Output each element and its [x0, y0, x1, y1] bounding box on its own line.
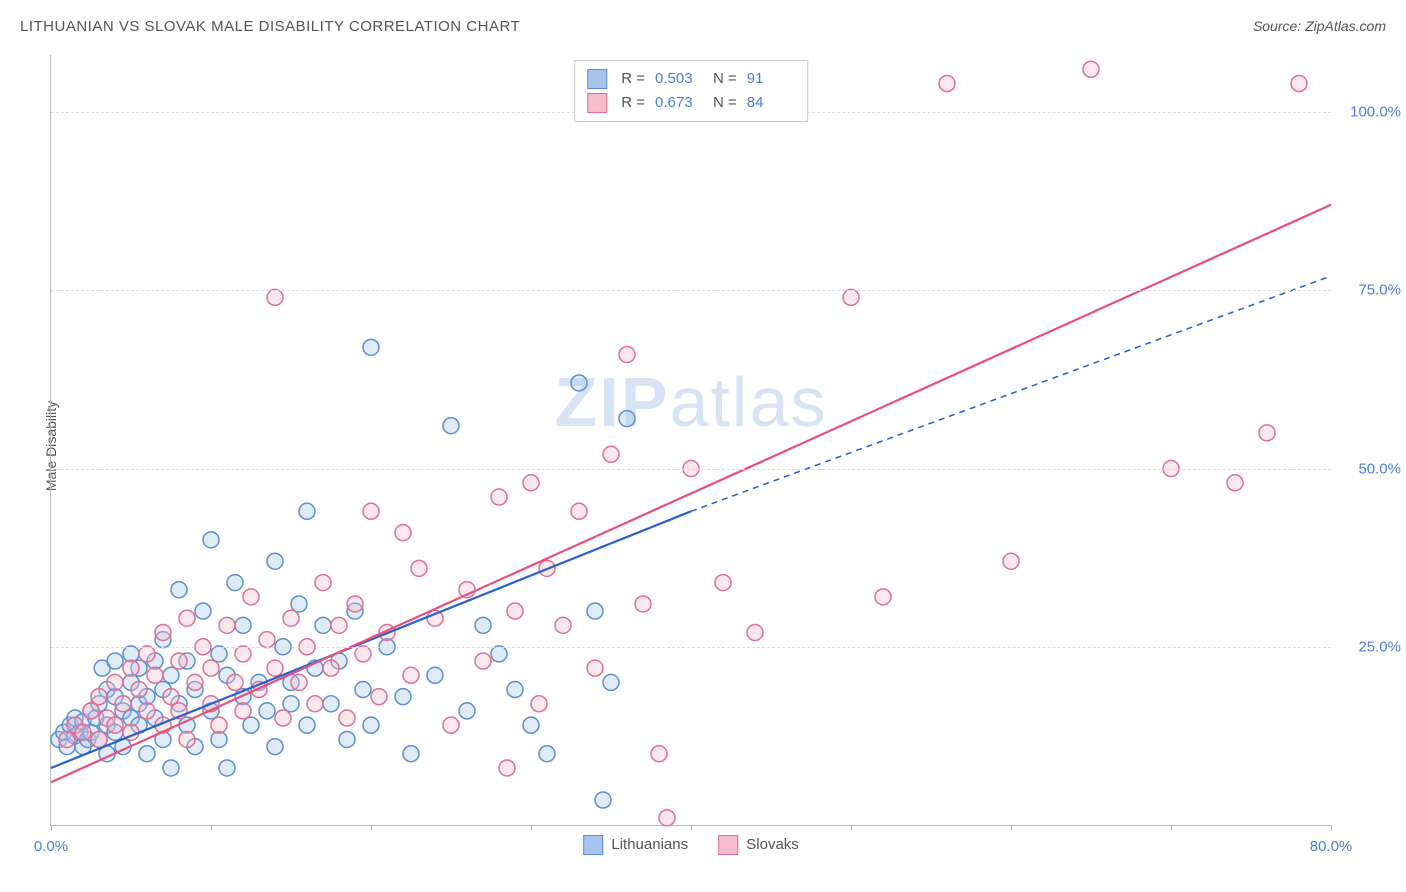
gridline	[51, 469, 1331, 470]
r-value-lithuanians: 0.503	[655, 67, 703, 91]
legend-item-slovaks: Slovaks	[718, 835, 799, 855]
n-label: N =	[713, 67, 737, 91]
x-tick	[531, 825, 532, 831]
n-value-lithuanians: 91	[747, 67, 795, 91]
swatch-slovaks	[587, 93, 607, 113]
x-tick	[1331, 825, 1332, 831]
x-tick	[1011, 825, 1012, 831]
r-value-slovaks: 0.673	[655, 91, 703, 115]
swatch-lithuanians	[587, 69, 607, 89]
y-tick-label: 100.0%	[1341, 104, 1401, 121]
source-name: ZipAtlas.com	[1305, 18, 1386, 34]
r-label: R =	[621, 67, 645, 91]
source-attribution: Source: ZipAtlas.com	[1253, 18, 1386, 34]
legend-label-slovaks: Slovaks	[746, 836, 799, 853]
x-tick-label: 0.0%	[34, 838, 68, 855]
y-tick-label: 75.0%	[1341, 282, 1401, 299]
y-tick-label: 50.0%	[1341, 460, 1401, 477]
swatch-lithuanians-icon	[583, 835, 603, 855]
x-tick	[371, 825, 372, 831]
x-tick	[691, 825, 692, 831]
r-label: R =	[621, 91, 645, 115]
plot-area: ZIPatlas R = 0.503 N = 91 R = 0.673 N = …	[50, 55, 1331, 826]
n-value-slovaks: 84	[747, 91, 795, 115]
gridline	[51, 290, 1331, 291]
x-tick	[1171, 825, 1172, 831]
x-tick-label: 80.0%	[1310, 838, 1353, 855]
x-tick	[851, 825, 852, 831]
n-label: N =	[713, 91, 737, 115]
series-legend: Lithuanians Slovaks	[583, 835, 799, 855]
source-label: Source:	[1253, 18, 1305, 34]
chart-title: LITHUANIAN VS SLOVAK MALE DISABILITY COR…	[20, 18, 520, 35]
legend-row-slovaks: R = 0.673 N = 84	[587, 91, 795, 115]
y-tick-label: 25.0%	[1341, 638, 1401, 655]
legend-item-lithuanians: Lithuanians	[583, 835, 688, 855]
x-tick	[211, 825, 212, 831]
gridline	[51, 647, 1331, 648]
swatch-slovaks-icon	[718, 835, 738, 855]
legend-label-lithuanians: Lithuanians	[611, 836, 688, 853]
x-tick	[51, 825, 52, 831]
legend-row-lithuanians: R = 0.503 N = 91	[587, 67, 795, 91]
correlation-legend: R = 0.503 N = 91 R = 0.673 N = 84	[574, 60, 808, 122]
chart-svg	[51, 55, 1331, 825]
